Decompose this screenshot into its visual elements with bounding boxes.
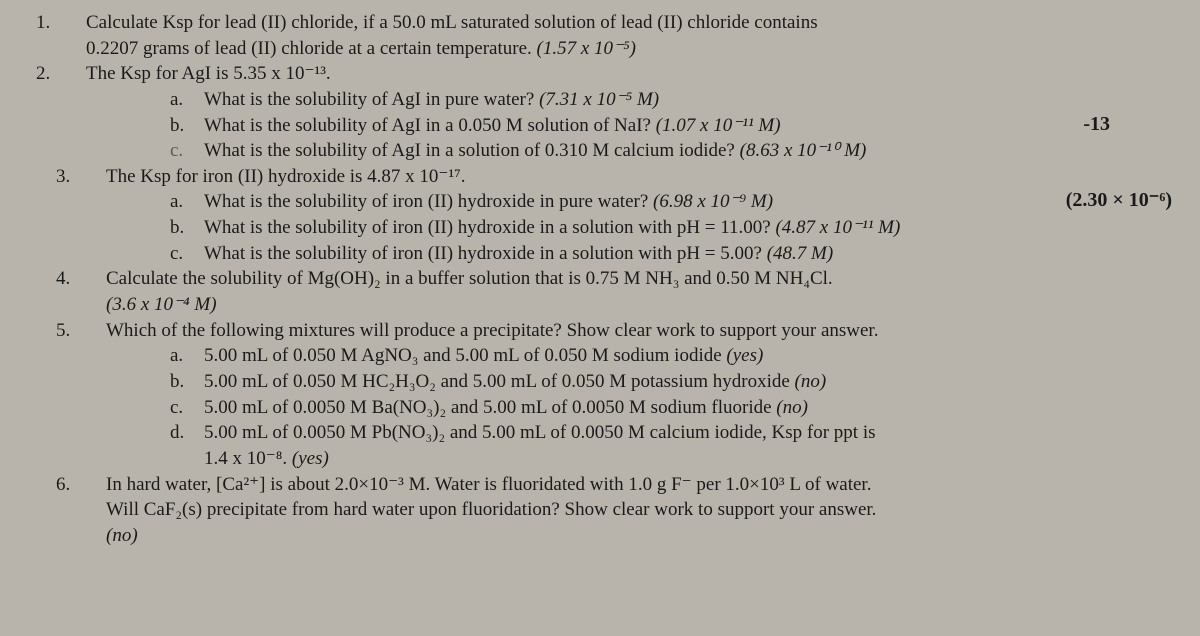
q3b-letter: b. (170, 215, 204, 241)
q5b-letter: b. (170, 369, 204, 395)
q3-body: The Ksp for iron (II) hydroxide is 4.87 … (106, 164, 1170, 190)
q5-body: Which of the following mixtures will pro… (106, 318, 1170, 344)
q2b-answer: (1.07 x 10⁻¹¹ M) (656, 115, 781, 136)
question-3: 3. The Ksp for iron (II) hydroxide is 4.… (30, 164, 1170, 190)
q2-subs: a. What is the solubility of AgI in pure… (30, 87, 1170, 164)
q5d-letter: d. (170, 420, 204, 471)
q2b-letter: b. (170, 113, 204, 139)
q2-line1: The Ksp for AgI is 5.35 x 10⁻¹³. (86, 63, 331, 84)
q6-body: In hard water, [Ca²⁺] is about 2.0×10⁻³ … (106, 472, 1170, 549)
q2a-text: What is the solubility of AgI in pure wa… (204, 89, 539, 110)
q5a-answer: (yes) (726, 345, 763, 366)
q1-body: Calculate Ksp for lead (II) chloride, if… (86, 10, 1170, 36)
q5b-text: 5.00 mL of 0.050 M HC₂H₃O₂ and 5.00 mL o… (204, 371, 795, 392)
q6-line2: Will CaF₂(s) precipitate from hard water… (106, 499, 876, 520)
q5b-answer: (no) (795, 371, 827, 392)
q2-body: The Ksp for AgI is 5.35 x 10⁻¹³. (86, 61, 1170, 87)
question-5: 5. Which of the following mixtures will … (30, 318, 1170, 344)
q3-number: 3. (30, 164, 106, 190)
q3a-answer: (6.98 x 10⁻⁹ M) (653, 191, 773, 212)
q3a-text: What is the solubility of iron (II) hydr… (204, 191, 653, 212)
q2a: a. What is the solubility of AgI in pure… (170, 87, 1170, 113)
q3a-handwritten: (2.30 × 10⁻⁶) (1066, 187, 1172, 214)
q5-number: 5. (30, 318, 106, 344)
q3c-text: What is the solubility of iron (II) hydr… (204, 243, 767, 264)
q3c: c. What is the solubility of iron (II) h… (170, 241, 1170, 267)
q5c-letter: c. (170, 395, 204, 421)
q2c: c. What is the solubility of AgI in a so… (170, 138, 1170, 164)
q2a-answer: (7.31 x 10⁻⁵ M) (539, 89, 659, 110)
q2a-letter: a. (170, 87, 204, 113)
q3b: b. What is the solubility of iron (II) h… (170, 215, 1170, 241)
q5c-text: 5.00 mL of 0.0050 M Ba(NO₃)₂ and 5.00 mL… (204, 397, 776, 418)
q5-subs: a. 5.00 mL of 0.050 M AgNO₃ and 5.00 mL … (30, 343, 1170, 471)
q3b-text: What is the solubility of iron (II) hydr… (204, 217, 775, 238)
q4-line1: Calculate the solubility of Mg(OH)₂ in a… (106, 268, 833, 289)
q6-line1: In hard water, [Ca²⁺] is about 2.0×10⁻³ … (106, 474, 871, 495)
q5c-answer: (no) (776, 397, 808, 418)
q1-answer: (1.57 x 10⁻⁵) (537, 38, 636, 59)
question-4: 4. Calculate the solubility of Mg(OH)₂ i… (30, 266, 1170, 317)
q2-number: 2. (30, 61, 86, 87)
q5b: b. 5.00 mL of 0.050 M HC₂H₃O₂ and 5.00 m… (170, 369, 1170, 395)
q2c-answer: (8.63 x 10⁻¹⁰ M) (740, 140, 867, 161)
q5d-text1: 5.00 mL of 0.0050 M Pb(NO₃)₂ and 5.00 mL… (204, 422, 876, 443)
q5d-text2: 1.4 x 10⁻⁸. (204, 448, 292, 469)
q4-body: Calculate the solubility of Mg(OH)₂ in a… (106, 266, 1170, 317)
q6-number: 6. (30, 472, 106, 498)
worksheet-page: 1. Calculate Ksp for lead (II) chloride,… (0, 0, 1200, 558)
q3c-letter: c. (170, 241, 204, 267)
question-2: 2. The Ksp for AgI is 5.35 x 10⁻¹³. (30, 61, 1170, 87)
q5a-text: 5.00 mL of 0.050 M AgNO₃ and 5.00 mL of … (204, 345, 726, 366)
q6-answer: (no) (106, 525, 138, 546)
q5a-letter: a. (170, 343, 204, 369)
q5a: a. 5.00 mL of 0.050 M AgNO₃ and 5.00 mL … (170, 343, 1170, 369)
q5d-answer: (yes) (292, 448, 329, 469)
q3-subs: a. What is the solubility of iron (II) h… (30, 189, 1170, 266)
q2b-text: What is the solubility of AgI in a 0.050… (204, 115, 656, 136)
q5-line1: Which of the following mixtures will pro… (106, 320, 878, 341)
q2c-letter: c. (170, 138, 204, 164)
question-6: 6. In hard water, [Ca²⁺] is about 2.0×10… (30, 472, 1170, 549)
q5c: c. 5.00 mL of 0.0050 M Ba(NO₃)₂ and 5.00… (170, 395, 1170, 421)
q2b-handwritten: -13 (1083, 111, 1110, 138)
q2b: b. What is the solubility of AgI in a 0.… (170, 113, 1170, 139)
q3b-answer: (4.87 x 10⁻¹¹ M) (775, 217, 900, 238)
q4-answer: (3.6 x 10⁻⁴ M) (106, 294, 217, 315)
q5d: d. 5.00 mL of 0.0050 M Pb(NO₃)₂ and 5.00… (170, 420, 1170, 471)
q3a-letter: a. (170, 189, 204, 215)
q4-number: 4. (30, 266, 106, 292)
q3-line1: The Ksp for iron (II) hydroxide is 4.87 … (106, 166, 466, 187)
q1-line2a: 0.2207 grams of lead (II) chloride at a … (86, 38, 537, 59)
question-1: 1. Calculate Ksp for lead (II) chloride,… (30, 10, 1170, 36)
q2c-text: What is the solubility of AgI in a solut… (204, 140, 740, 161)
q1-line1: Calculate Ksp for lead (II) chloride, if… (86, 12, 818, 33)
q1-number: 1. (30, 10, 86, 36)
q3c-answer: (48.7 M) (767, 243, 833, 264)
q3a: a. What is the solubility of iron (II) h… (170, 189, 1170, 215)
question-1-cont: 0.2207 grams of lead (II) chloride at a … (30, 36, 1170, 62)
